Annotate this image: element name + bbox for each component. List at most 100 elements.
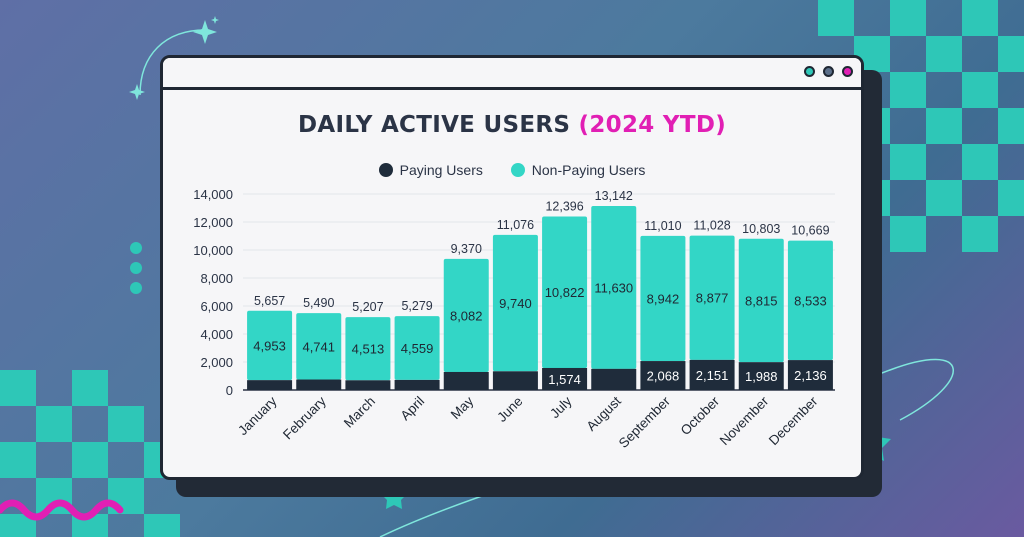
- x-tick-label: September: [616, 393, 674, 451]
- legend-label-non-paying: Non-Paying Users: [531, 162, 646, 178]
- bar-non-paying: [591, 206, 637, 369]
- bar-non-paying: [394, 316, 440, 380]
- checker-square: [144, 514, 180, 537]
- legend-swatch-non-paying: [510, 163, 525, 177]
- non-paying-value-label: 10,822: [545, 285, 585, 300]
- checker-square: [962, 72, 998, 108]
- y-tick-label: 4,000: [200, 327, 233, 342]
- chart-title: DAILY ACTIVE USERS (2024 YTD): [163, 112, 861, 138]
- y-tick-label: 10,000: [193, 243, 233, 258]
- legend-swatch-paying: [378, 163, 393, 177]
- total-value-label: 5,279: [401, 299, 432, 313]
- checker-square: [926, 36, 962, 72]
- checker-square: [962, 144, 998, 180]
- bar-non-paying: [640, 235, 686, 362]
- total-value-label: 9,370: [451, 242, 482, 256]
- bar-paying: [296, 379, 342, 390]
- legend-label-paying: Paying Users: [399, 162, 483, 178]
- browser-window: DAILY ACTIVE USERS (2024 YTD) Paying Use…: [160, 55, 864, 480]
- non-paying-value-label: 8,942: [647, 291, 680, 306]
- bar-paying: [345, 380, 391, 390]
- bar-paying: [591, 368, 637, 390]
- chart-title-accent: (2024 YTD): [578, 112, 727, 138]
- non-paying-value-label: 4,559: [401, 341, 434, 356]
- checker-square: [890, 0, 926, 36]
- y-tick-label: 2,000: [200, 355, 233, 370]
- legend-item-paying: Paying Users: [378, 162, 483, 178]
- total-value-label: 13,142: [595, 189, 633, 203]
- checker-square: [0, 514, 36, 537]
- total-value-label: 5,657: [254, 294, 285, 308]
- total-value-label: 10,669: [791, 224, 829, 238]
- bar-non-paying: [443, 258, 489, 372]
- checker-square: [926, 108, 962, 144]
- bar-non-paying: [738, 238, 784, 363]
- total-value-label: 10,803: [742, 222, 780, 236]
- x-tick-label: July: [547, 393, 575, 421]
- non-paying-value-label: 4,741: [302, 339, 335, 354]
- checker-square: [998, 36, 1024, 72]
- checker-square: [818, 0, 854, 36]
- dots-column-left: [130, 242, 142, 294]
- bar-paying: [247, 380, 293, 390]
- paying-value-label: 2,136: [794, 368, 827, 383]
- bar-paying: [394, 379, 440, 390]
- window-dot-green: [804, 66, 815, 77]
- checker-square: [998, 180, 1024, 216]
- bar-non-paying: [542, 216, 588, 368]
- non-paying-value-label: 9,740: [499, 296, 532, 311]
- non-paying-value-label: 8,082: [450, 308, 483, 323]
- total-value-label: 5,490: [303, 296, 334, 310]
- x-tick-label: February: [280, 393, 329, 442]
- total-value-label: 11,028: [693, 219, 730, 233]
- legend-item-non-paying: Non-Paying Users: [510, 162, 646, 178]
- non-paying-value-label: 8,877: [696, 291, 729, 306]
- x-tick-label: May: [448, 393, 477, 422]
- checker-square: [926, 180, 962, 216]
- bar-non-paying: [787, 240, 833, 361]
- checker-square: [890, 144, 926, 180]
- bar-non-paying: [345, 317, 391, 381]
- x-tick-label: January: [235, 393, 280, 438]
- window-dot-gray: [823, 66, 834, 77]
- y-tick-label: 14,000: [193, 187, 233, 202]
- non-paying-value-label: 4,513: [352, 342, 385, 357]
- non-paying-value-label: 8,533: [794, 293, 827, 308]
- non-paying-value-label: 11,630: [594, 280, 633, 295]
- bar-paying: [738, 362, 784, 390]
- sparkle-icon: [129, 16, 219, 100]
- x-tick-label: June: [494, 394, 525, 425]
- bar-non-paying: [689, 235, 735, 360]
- bar-paying: [787, 360, 833, 390]
- checker-square: [0, 442, 36, 478]
- bar-non-paying: [296, 313, 342, 380]
- bar-paying: [640, 361, 686, 390]
- x-tick-label: October: [678, 393, 723, 438]
- bar-paying: [689, 359, 735, 390]
- y-tick-label: 12,000: [193, 215, 233, 230]
- checker-square: [998, 108, 1024, 144]
- curve-line-top-left: [139, 29, 206, 96]
- checker-square: [962, 216, 998, 252]
- bar-paying: [542, 367, 588, 390]
- paying-value-label: 2,068: [647, 369, 680, 384]
- bar-paying: [443, 371, 489, 390]
- checker-square: [36, 406, 72, 442]
- checker-square: [108, 406, 144, 442]
- paying-value-label: 1,574: [548, 372, 581, 387]
- checker-square: [108, 478, 144, 514]
- total-value-label: 5,207: [352, 300, 383, 314]
- y-tick-label: 8,000: [200, 271, 233, 286]
- x-tick-label: April: [397, 394, 427, 424]
- y-tick-label: 0: [226, 383, 233, 398]
- checker-square: [72, 370, 108, 406]
- y-tick-label: 6,000: [200, 299, 233, 314]
- checker-pattern-top-right: [818, 0, 1024, 252]
- checker-square: [962, 0, 998, 36]
- x-tick-label: December: [766, 393, 821, 448]
- chart-plot: 0 2,000 4,000 6,000 8,000 10,000 12,000 14,000 5…: [193, 187, 835, 451]
- window-dot-pink: [842, 66, 853, 77]
- paying-value-label: 1,988: [745, 369, 778, 384]
- total-value-label: 11,010: [644, 219, 681, 233]
